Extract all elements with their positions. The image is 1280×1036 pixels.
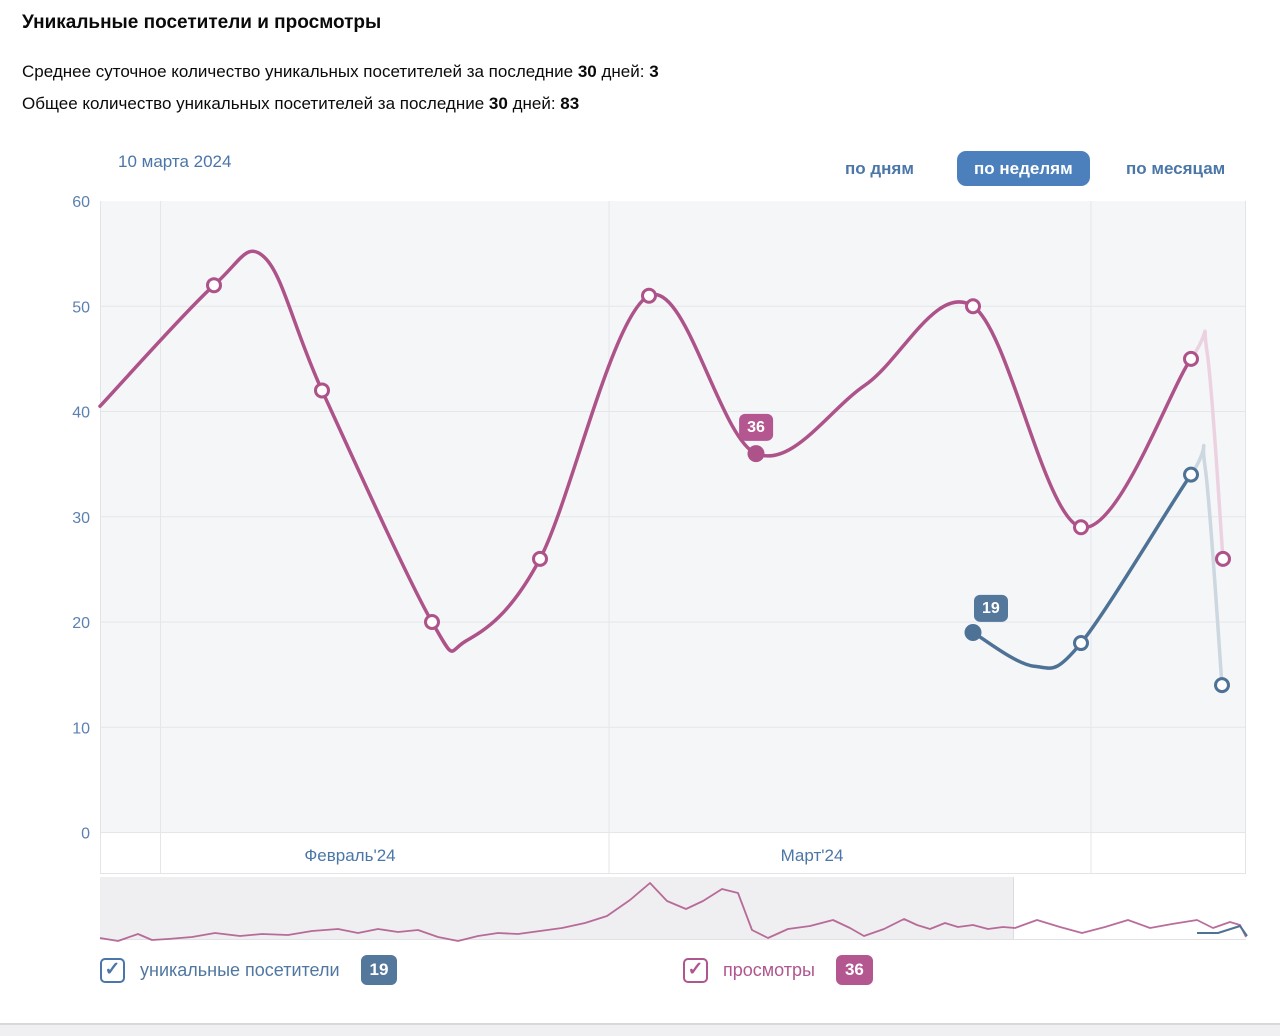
overview-visitors-line <box>1197 925 1248 937</box>
data-point[interactable] <box>1215 550 1231 567</box>
series-line-faded-0 <box>1189 329 1225 561</box>
stat-text: дней: <box>507 94 561 113</box>
legend-label: просмотры <box>723 959 815 980</box>
checkmark-icon: ✓ <box>104 958 121 980</box>
data-point[interactable] <box>206 277 222 294</box>
overview-selection-window[interactable] <box>1013 877 1246 939</box>
overview-strip[interactable] <box>100 877 1013 939</box>
stat-text: Общее количество уникальных посетителей … <box>22 94 489 113</box>
legend-item-views[interactable]: ✓ просмотры 36 <box>683 952 873 988</box>
series-line-0 <box>98 249 1193 653</box>
tab-by-days[interactable]: по дням <box>845 159 914 178</box>
y-tick-label: 10 <box>72 720 90 737</box>
data-point[interactable] <box>424 614 440 630</box>
hovered-date-label: 10 марта 2024 <box>118 152 232 171</box>
data-point[interactable] <box>532 550 548 567</box>
stat-days: 30 <box>577 62 597 81</box>
stat-value: 3 <box>649 62 659 81</box>
stat-line-average: Среднее суточное количество уникальных п… <box>22 62 659 82</box>
data-point[interactable] <box>314 382 330 399</box>
y-tick-label: 50 <box>72 299 90 316</box>
data-point-selected[interactable] <box>964 624 982 642</box>
page-title: Уникальные посетители и просмотры <box>22 12 382 33</box>
data-point[interactable] <box>1183 466 1199 483</box>
y-tick-label: 60 <box>72 194 90 211</box>
tab-by-months[interactable]: по месяцам <box>1126 159 1226 178</box>
tooltip-badge-visitors: 19 <box>974 594 1008 622</box>
legend-value-badge: 36 <box>835 955 873 985</box>
x-month-label: Февраль'24 <box>304 846 395 865</box>
data-point[interactable] <box>1183 350 1199 367</box>
legend-label: уникальные посетители <box>140 959 340 980</box>
y-tick-label: 0 <box>81 826 90 843</box>
series-line-faded-1 <box>1189 443 1224 687</box>
y-tick-label: 30 <box>72 510 90 527</box>
x-month-label: Март'24 <box>781 846 844 865</box>
stat-text: дней: <box>596 62 650 81</box>
data-point[interactable] <box>1214 677 1230 694</box>
legend-item-visitors[interactable]: ✓ уникальные посетители 19 <box>100 952 398 988</box>
data-point[interactable] <box>641 287 657 304</box>
stat-line-total: Общее количество уникальных посетителей … <box>22 94 579 114</box>
views-checkbox[interactable]: ✓ <box>683 957 708 983</box>
data-point-selected[interactable] <box>747 445 765 463</box>
stat-days: 30 <box>488 94 508 113</box>
tab-by-weeks[interactable]: по неделям <box>957 151 1090 186</box>
y-tick-label: 40 <box>72 405 90 422</box>
stat-text: Среднее суточное количество уникальных п… <box>22 62 578 81</box>
bottom-divider <box>0 1023 1280 1036</box>
y-tick-label: 20 <box>72 615 90 632</box>
legend-value-badge: 19 <box>360 955 398 985</box>
data-point[interactable] <box>1073 519 1089 536</box>
tooltip-badge-views: 36 <box>739 413 773 441</box>
checkmark-icon: ✓ <box>687 958 704 980</box>
series-line-1 <box>971 472 1193 670</box>
stat-value: 83 <box>560 94 580 113</box>
overview-views-line <box>99 882 1247 942</box>
visitors-checkbox[interactable]: ✓ <box>100 957 125 983</box>
data-point[interactable] <box>965 298 981 315</box>
data-point[interactable] <box>1073 635 1089 652</box>
